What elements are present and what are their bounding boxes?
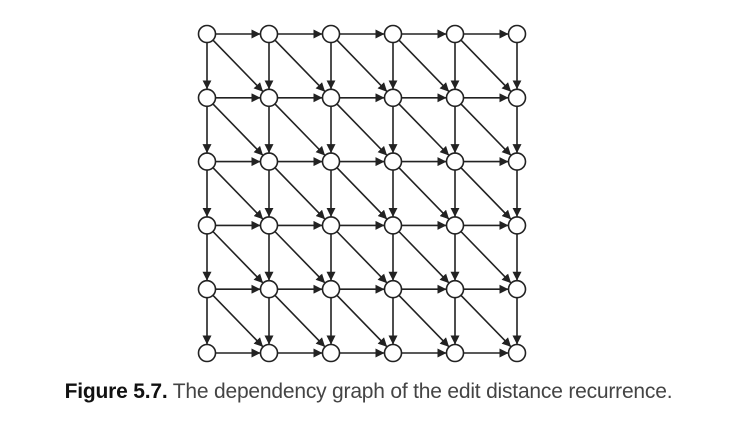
graph-node bbox=[197, 216, 217, 235]
graph-node bbox=[321, 216, 341, 235]
figure-caption-label: Figure 5.7. bbox=[64, 380, 168, 403]
graph-node bbox=[259, 343, 279, 363]
graph-node bbox=[507, 343, 527, 363]
graph-node bbox=[259, 152, 279, 171]
edge-diagonal-arrow bbox=[336, 39, 388, 93]
graph-node bbox=[321, 152, 341, 171]
edge-diagonal-arrow bbox=[274, 230, 326, 284]
graph-node bbox=[445, 343, 465, 363]
edge-diagonal-arrow bbox=[398, 167, 450, 220]
graph-node bbox=[197, 279, 217, 299]
graph-node bbox=[507, 279, 527, 299]
edge-diagonal-arrow bbox=[398, 294, 450, 348]
graph-node bbox=[445, 88, 465, 108]
edge-diagonal-arrow bbox=[336, 294, 388, 348]
graph-node bbox=[383, 343, 403, 363]
edge-diagonal-arrow bbox=[212, 39, 264, 93]
graph-node bbox=[383, 216, 403, 235]
graph-node bbox=[321, 343, 341, 363]
graph-node bbox=[507, 216, 527, 235]
graph-node bbox=[445, 152, 465, 171]
edge-diagonal-arrow bbox=[274, 39, 326, 93]
figure-caption-text: The dependency graph of the edit distanc… bbox=[172, 380, 673, 403]
graph-node bbox=[197, 24, 217, 44]
dependency-graph bbox=[197, 24, 527, 363]
graph-node bbox=[197, 343, 217, 363]
graph-node bbox=[507, 88, 527, 108]
graph-node bbox=[259, 216, 279, 235]
edge-diagonal-arrow bbox=[212, 230, 264, 284]
edges-layer bbox=[202, 29, 522, 358]
graph-node bbox=[383, 279, 403, 299]
graph-node bbox=[383, 152, 403, 171]
edge-diagonal-arrow bbox=[212, 167, 264, 220]
graph-node bbox=[259, 88, 279, 108]
edge-diagonal-arrow bbox=[212, 103, 264, 157]
edge-diagonal-arrow bbox=[460, 167, 512, 220]
graph-node bbox=[507, 24, 527, 44]
graph-node bbox=[383, 88, 403, 108]
graph-node bbox=[445, 279, 465, 299]
graph-node bbox=[383, 24, 403, 44]
graph-node bbox=[445, 216, 465, 235]
edge-diagonal-arrow bbox=[212, 294, 264, 348]
edge-diagonal-arrow bbox=[398, 103, 450, 157]
graph-node bbox=[445, 24, 465, 44]
graph-node bbox=[259, 24, 279, 44]
edge-diagonal-arrow bbox=[460, 294, 512, 348]
edge-diagonal-arrow bbox=[274, 294, 326, 348]
graph-node bbox=[197, 152, 217, 171]
graph-node bbox=[321, 24, 341, 44]
figure-caption: Figure 5.7. The dependency graph of the … bbox=[0, 380, 737, 404]
edge-diagonal-arrow bbox=[336, 230, 388, 284]
edge-diagonal-arrow bbox=[460, 103, 512, 157]
graph-node bbox=[507, 152, 527, 171]
edge-diagonal-arrow bbox=[336, 103, 388, 157]
edge-diagonal-arrow bbox=[274, 167, 326, 220]
edge-diagonal-arrow bbox=[398, 230, 450, 284]
graph-node bbox=[321, 279, 341, 299]
graph-node bbox=[321, 88, 341, 108]
nodes-layer bbox=[197, 24, 527, 363]
edge-diagonal-arrow bbox=[460, 230, 512, 284]
edge-diagonal-arrow bbox=[336, 167, 388, 220]
edge-diagonal-arrow bbox=[460, 39, 512, 93]
graph-node bbox=[259, 279, 279, 299]
graph-node bbox=[197, 88, 217, 108]
edge-diagonal-arrow bbox=[398, 39, 450, 93]
edge-diagonal-arrow bbox=[274, 103, 326, 157]
